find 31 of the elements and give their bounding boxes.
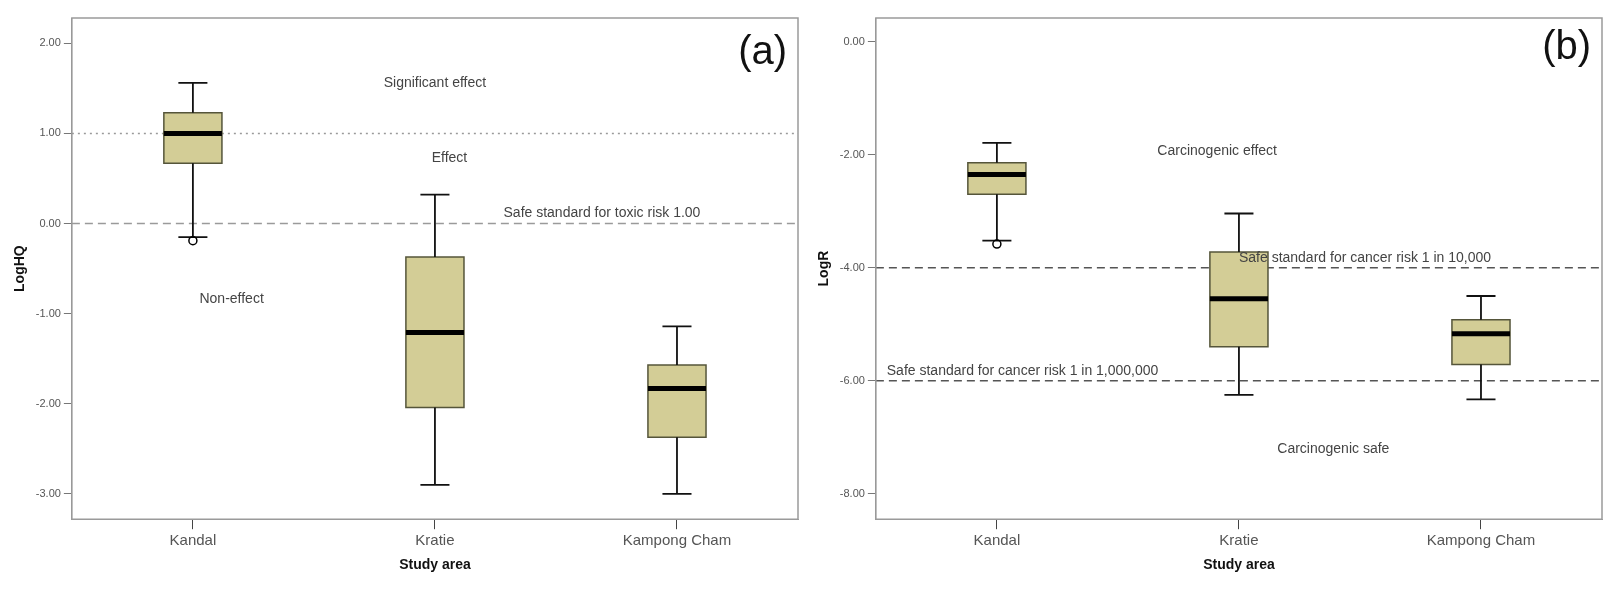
- annotation: Carcinogenic effect: [1157, 141, 1278, 158]
- y-tick-label: -1.00: [35, 306, 61, 319]
- annotation: Effect: [431, 149, 468, 166]
- y-tick-label: -8.00: [839, 486, 865, 499]
- ref-line-label: Safe standard for cancer risk 1 in 1,000,000: [886, 361, 1159, 378]
- y-axis-title: LogR: [815, 250, 832, 287]
- x-axis-title: Study area: [1203, 556, 1275, 573]
- y-tick-label: -2.00: [839, 147, 865, 160]
- y-tick-label: 0.00: [843, 34, 865, 47]
- annotation: (b): [1542, 23, 1592, 68]
- y-tick-label: 0.00: [39, 216, 61, 229]
- x-tick-label: Kandal: [973, 531, 1021, 549]
- annotation: Carcinogenic safe: [1277, 439, 1390, 456]
- y-tick-label: 1.00: [39, 126, 61, 139]
- x-tick-label: Kampong Cham: [1426, 531, 1536, 549]
- y-tick-label: 2.00: [39, 36, 61, 49]
- x-tick-label: Kampong Cham: [622, 531, 732, 549]
- annotation: (a): [738, 28, 788, 73]
- x-tick-label: Kandal: [169, 531, 217, 549]
- ref-line-label: Safe standard for toxic risk 1.00: [503, 204, 701, 221]
- x-tick-label: Kratie: [415, 531, 455, 549]
- annotation: Significant effect: [383, 74, 487, 91]
- y-tick-label: -4.00: [839, 260, 865, 273]
- annotation: Non-effect: [199, 289, 264, 306]
- y-axis-title: LogHQ: [11, 245, 28, 292]
- y-tick-label: -6.00: [839, 373, 865, 386]
- x-axis-title: Study area: [399, 556, 471, 573]
- x-tick-label: Kratie: [1219, 531, 1259, 549]
- ref-line-label: Safe standard for cancer risk 1 in 10,000: [1238, 248, 1492, 265]
- y-tick-label: -2.00: [35, 396, 61, 409]
- y-tick-label: -3.00: [35, 486, 61, 499]
